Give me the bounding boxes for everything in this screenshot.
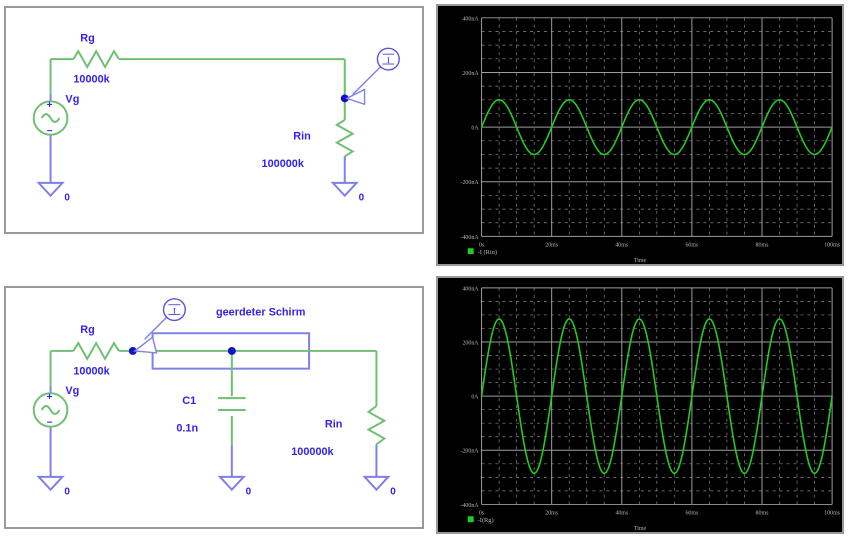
- ground-symbol-rin: [362, 475, 391, 492]
- label-vg-name: Vg: [65, 93, 79, 105]
- plot-tick-labels: 0s 20ms 40ms 60ms 80ms 100ms -400nA -200nA 0A 200…: [460, 286, 840, 516]
- x-tick-label: 60ms: [685, 242, 699, 248]
- label-rg-name: Rg: [80, 32, 95, 44]
- y-tick-label: 400nA: [462, 16, 479, 22]
- source-minus-sign: −: [47, 126, 53, 137]
- lead-network: [49, 386, 378, 477]
- x-tick-label: 0s: [479, 510, 485, 516]
- current-probe[interactable]: I: [132, 298, 186, 354]
- label-vg-name: Vg: [65, 385, 79, 397]
- x-tick-label: 20ms: [545, 242, 559, 248]
- legend-swatch: [467, 516, 474, 523]
- source-plus-sign: +: [47, 100, 53, 111]
- label-rin-value: 100000k: [291, 446, 334, 458]
- y-tick-label: -400nA: [460, 503, 479, 509]
- wire-network: [49, 341, 387, 446]
- y-tick-label: 0A: [471, 395, 479, 401]
- waveform-trace: [480, 99, 833, 156]
- resistor-rin-body: [366, 405, 387, 446]
- source-plus-sign: +: [47, 392, 53, 403]
- resistor-rin-body: [334, 119, 355, 158]
- node-dot-c1: [227, 347, 236, 355]
- y-tick-label: -200nA: [460, 449, 479, 455]
- ground-label-rin: 0: [390, 487, 396, 498]
- plot-background: [438, 6, 842, 264]
- node-dot-input: [340, 94, 349, 103]
- x-tick-label: 80ms: [756, 510, 770, 516]
- waveform-plot-unshielded[interactable]: 0s 20ms 40ms 60ms 80ms 100ms -400nA -200nA 0A 200…: [436, 4, 844, 266]
- shield-label: geerdeter Schirm: [216, 307, 306, 319]
- x-tick-label: 40ms: [615, 242, 629, 248]
- node-dot-probe: [128, 347, 137, 355]
- ground-symbol-rin: [330, 181, 359, 198]
- label-c1-name: C1: [182, 395, 196, 407]
- schematic-drawing-shielded: + − 0 0 0 I: [32, 298, 396, 498]
- plot-background: [438, 278, 842, 532]
- y-tick-label: 200nA: [462, 71, 479, 77]
- label-rg-name: Rg: [80, 324, 95, 336]
- legend-swatch: [467, 248, 474, 255]
- current-probe[interactable]: I: [344, 47, 400, 106]
- ground-symbols: [36, 181, 359, 198]
- resistor-rg-body: [72, 49, 120, 69]
- y-tick-label: -400nA: [461, 235, 480, 241]
- plot-canvas-unshielded: 0s 20ms 40ms 60ms 80ms 100ms -400nA -200nA 0A 200…: [438, 6, 842, 264]
- x-axis-title: Time: [634, 526, 647, 532]
- y-tick-label: -200nA: [461, 180, 480, 186]
- sine-glyph: [40, 113, 61, 123]
- legend-label: -I (Rin): [478, 249, 497, 256]
- y-tick-label: 200nA: [462, 340, 479, 346]
- waveform-plot-shielded[interactable]: 0s 20ms 40ms 60ms 80ms 100ms -400nA -200nA 0A 200…: [436, 276, 844, 534]
- plot-legend[interactable]: -I(Rg): [467, 516, 494, 524]
- ground-label-c1: 0: [246, 487, 252, 498]
- ground-label-source: 0: [64, 193, 70, 204]
- x-tick-label: 60ms: [685, 510, 699, 516]
- waveform-trace: [480, 318, 833, 475]
- x-tick-label: 0s: [479, 242, 485, 248]
- source-minus-sign: −: [47, 418, 53, 429]
- x-tick-label: 100ms: [824, 242, 840, 248]
- x-axis-title: Time: [634, 258, 647, 264]
- voltage-source-vg[interactable]: + −: [32, 392, 69, 429]
- x-tick-label: 20ms: [545, 510, 559, 516]
- plot-tick-labels: 0s 20ms 40ms 60ms 80ms 100ms -400nA -200nA 0A 200…: [461, 16, 841, 248]
- label-c1-value: 0.1n: [176, 423, 198, 435]
- plot-legend[interactable]: -I (Rin): [467, 248, 497, 256]
- schematic-drawing-unshielded: + − 0 0 I Rg 10000k: [32, 32, 400, 204]
- resistor-rg-body: [72, 341, 120, 361]
- probe-arrow-icon: [132, 335, 158, 354]
- ground-symbols: [36, 475, 391, 492]
- x-tick-label: 100ms: [824, 510, 841, 516]
- ground-label-rin: 0: [359, 193, 365, 204]
- schematic-panel-shielded[interactable]: + − 0 0 0 I: [4, 286, 424, 529]
- probe-stem: [352, 62, 385, 95]
- plot-canvas-shielded: 0s 20ms 40ms 60ms 80ms 100ms -400nA -200nA 0A 200…: [438, 278, 842, 532]
- label-rin-name: Rin: [293, 131, 311, 143]
- sine-glyph: [40, 405, 61, 415]
- label-rg-value: 10000k: [73, 366, 110, 378]
- ground-symbol-c1: [217, 475, 246, 492]
- x-tick-label: 80ms: [756, 242, 770, 248]
- probe-current-glyph: I: [173, 306, 176, 316]
- probe-arrow-icon: [344, 88, 366, 106]
- y-tick-label: 0A: [471, 126, 479, 132]
- label-rin-name: Rin: [325, 419, 343, 431]
- label-rin-value: 100000k: [262, 158, 305, 170]
- probe-current-glyph: I: [387, 55, 390, 65]
- ground-symbol-source: [36, 475, 65, 492]
- label-rg-value: 10000k: [73, 74, 110, 86]
- ground-symbol-source: [36, 181, 65, 198]
- ground-label-source: 0: [64, 487, 70, 498]
- probe-circle: [162, 298, 186, 322]
- legend-label: -I(Rg): [478, 517, 494, 524]
- voltage-source-vg[interactable]: + −: [32, 100, 69, 137]
- schematic-panel-unshielded[interactable]: + − 0 0 I Rg 10000k: [4, 6, 424, 234]
- x-tick-label: 40ms: [615, 510, 629, 516]
- y-tick-label: 400nA: [462, 286, 479, 292]
